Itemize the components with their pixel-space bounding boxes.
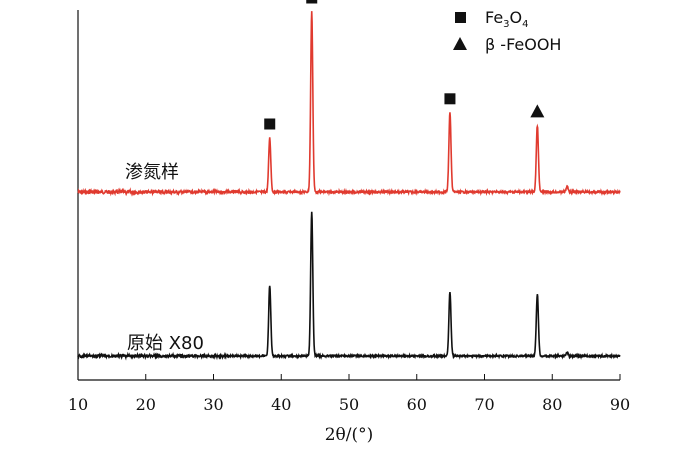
series-label-original: 原始 X80 bbox=[127, 333, 204, 354]
x-tick-label: 90 bbox=[610, 395, 630, 414]
x-tick-label: 10 bbox=[68, 395, 88, 414]
series-layer bbox=[77, 11, 621, 361]
x-tick-label: 20 bbox=[136, 395, 156, 414]
peak-marker-square bbox=[306, 0, 318, 4]
legend-fe3o4-sub3: 3 bbox=[503, 19, 509, 30]
x-ticks: 10 20 30 40 50 60 70 80 90 bbox=[68, 374, 630, 414]
series-line-nitrided bbox=[77, 11, 621, 197]
series-line-original bbox=[77, 211, 621, 361]
legend-square-marker bbox=[455, 12, 466, 23]
x-tick-label: 70 bbox=[474, 395, 494, 414]
x-tick-label: 60 bbox=[407, 395, 427, 414]
legend-triangle-marker bbox=[453, 37, 467, 50]
peak-markers bbox=[264, 0, 545, 130]
legend-fe3o4-o: O bbox=[510, 8, 523, 27]
legend-label-fe3o4: Fe3O4 bbox=[485, 8, 529, 30]
series-label-nitrided: 渗氮样 bbox=[125, 162, 179, 183]
peak-marker-square bbox=[444, 93, 456, 105]
legend-fe3o4-sub4: 4 bbox=[522, 19, 528, 30]
legend-label-feooh: β -FeOOH bbox=[485, 35, 561, 54]
x-tick-label: 40 bbox=[271, 395, 291, 414]
legend: Fe3O4 β -FeOOH bbox=[453, 8, 561, 54]
x-tick-label: 50 bbox=[339, 395, 359, 414]
peak-marker-square bbox=[264, 118, 276, 130]
x-tick-label: 30 bbox=[203, 395, 223, 414]
x-axis-label: 2θ/(°) bbox=[325, 425, 374, 445]
legend-fe3o4-fe: Fe bbox=[485, 8, 503, 27]
x-tick-label: 80 bbox=[542, 395, 562, 414]
peak-marker-triangle bbox=[530, 104, 545, 118]
